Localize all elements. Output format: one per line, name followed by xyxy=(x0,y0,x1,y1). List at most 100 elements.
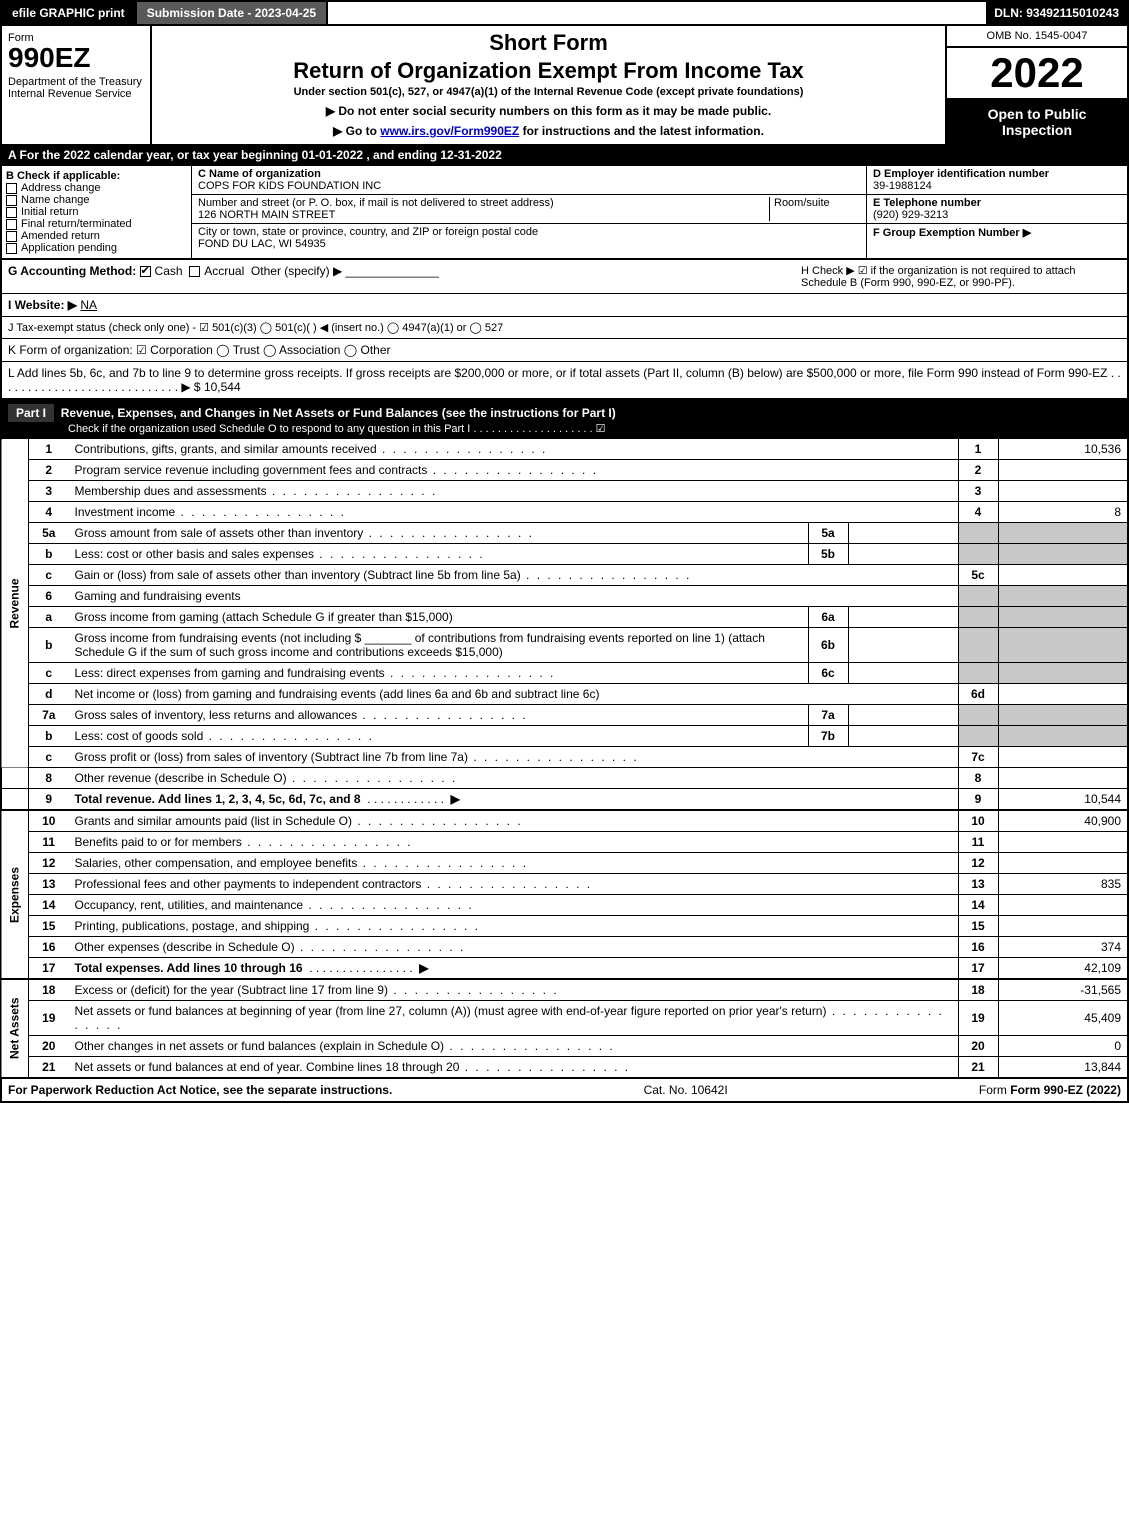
row-h: H Check ▶ ☑ if the organization is not r… xyxy=(801,264,1121,289)
line-18: Net Assets 18 Excess or (deficit) for th… xyxy=(1,979,1128,1001)
city-value: FOND DU LAC, WI 54935 xyxy=(198,238,326,250)
line-1: Revenue 1 Contributions, gifts, grants, … xyxy=(1,439,1128,460)
chk-accrual[interactable] xyxy=(189,266,200,277)
form-header: Form 990EZ Department of the Treasury In… xyxy=(0,24,1129,146)
tax-year: 2022 xyxy=(947,48,1127,100)
chk-amended-return[interactable]: Amended return xyxy=(6,230,187,242)
row-l-value: 10,544 xyxy=(204,380,241,394)
phone-label: E Telephone number xyxy=(873,197,981,209)
phone-row: E Telephone number (920) 929-3213 xyxy=(867,195,1127,224)
phone-value: (920) 929-3213 xyxy=(873,209,948,221)
city-row: City or town, state or province, country… xyxy=(192,224,866,252)
line-6a: a Gross income from gaming (attach Sched… xyxy=(1,607,1128,628)
chk-name-change[interactable]: Name change xyxy=(6,194,187,206)
chk-application-pending[interactable]: Application pending xyxy=(6,242,187,254)
line-7a: 7a Gross sales of inventory, less return… xyxy=(1,705,1128,726)
row-g: G Accounting Method: Cash Accrual Other … xyxy=(8,264,439,289)
website-label: I Website: ▶ xyxy=(8,298,77,312)
footer-left: For Paperwork Reduction Act Notice, see … xyxy=(8,1083,392,1097)
line-3: 3 Membership dues and assessments 3 xyxy=(1,481,1128,502)
part-i-header: Part I Revenue, Expenses, and Changes in… xyxy=(0,400,1129,439)
line-6: 6 Gaming and fundraising events xyxy=(1,586,1128,607)
website-value: NA xyxy=(80,298,97,312)
line-7c: c Gross profit or (loss) from sales of i… xyxy=(1,747,1128,768)
group-exemption-row: F Group Exemption Number ▶ xyxy=(867,224,1127,241)
header-middle: Short Form Return of Organization Exempt… xyxy=(152,26,947,144)
line-21: 21 Net assets or fund balances at end of… xyxy=(1,1057,1128,1079)
side-revenue: Revenue xyxy=(1,439,29,768)
line-20: 20 Other changes in net assets or fund b… xyxy=(1,1036,1128,1057)
line-12: 12 Salaries, other compensation, and emp… xyxy=(1,853,1128,874)
form-subtitle: Under section 501(c), 527, or 4947(a)(1)… xyxy=(156,86,941,98)
room-suite-label: Room/suite xyxy=(770,197,860,221)
form-title: Return of Organization Exempt From Incom… xyxy=(156,58,941,84)
row-g-h: G Accounting Method: Cash Accrual Other … xyxy=(0,260,1129,294)
irs-link[interactable]: www.irs.gov/Form990EZ xyxy=(380,124,519,138)
line-5b: b Less: cost or other basis and sales ex… xyxy=(1,544,1128,565)
line-15: 15 Printing, publications, postage, and … xyxy=(1,916,1128,937)
header-right: OMB No. 1545-0047 2022 Open to Public In… xyxy=(947,26,1127,144)
row-k: K Form of organization: ☑ Corporation ◯ … xyxy=(0,339,1129,362)
part-i-check: Check if the organization used Schedule … xyxy=(8,422,1121,435)
chk-address-change[interactable]: Address change xyxy=(6,182,187,194)
efile-print-button[interactable]: efile GRAPHIC print xyxy=(2,2,137,24)
city-label: City or town, state or province, country… xyxy=(198,226,538,238)
line-10: Expenses 10 Grants and similar amounts p… xyxy=(1,810,1128,832)
chk-cash[interactable] xyxy=(140,266,151,277)
line-14: 14 Occupancy, rent, utilities, and maint… xyxy=(1,895,1128,916)
row-a-tax-year: A For the 2022 calendar year, or tax yea… xyxy=(0,146,1129,166)
part-i-label: Part I xyxy=(8,404,54,422)
top-bar-left: efile GRAPHIC print Submission Date - 20… xyxy=(2,2,328,24)
ein-label: D Employer identification number xyxy=(873,168,1049,180)
row-l-text: L Add lines 5b, 6c, and 7b to line 9 to … xyxy=(8,366,1121,394)
line-6d: d Net income or (loss) from gaming and f… xyxy=(1,684,1128,705)
block-b-c-def: B Check if applicable: Address change Na… xyxy=(0,166,1129,260)
line-5a: 5a Gross amount from sale of assets othe… xyxy=(1,523,1128,544)
org-name-label: C Name of organization xyxy=(198,168,321,180)
form-number: 990EZ xyxy=(8,44,144,72)
line-11: 11 Benefits paid to or for members 11 xyxy=(1,832,1128,853)
page-footer: For Paperwork Reduction Act Notice, see … xyxy=(0,1079,1129,1103)
revenue-table: Revenue 1 Contributions, gifts, grants, … xyxy=(0,439,1129,1079)
line-6c: c Less: direct expenses from gaming and … xyxy=(1,663,1128,684)
line-7b: b Less: cost of goods sold 7b xyxy=(1,726,1128,747)
goto-post: for instructions and the latest informat… xyxy=(519,124,764,138)
col-b-header: B Check if applicable: xyxy=(6,170,187,182)
street-label: Number and street (or P. O. box, if mail… xyxy=(198,197,554,209)
column-b: B Check if applicable: Address change Na… xyxy=(2,166,192,258)
accounting-other: Other (specify) ▶ xyxy=(251,264,342,278)
line-6b: b Gross income from fundraising events (… xyxy=(1,628,1128,663)
top-bar: efile GRAPHIC print Submission Date - 20… xyxy=(0,0,1129,24)
omb-number: OMB No. 1545-0047 xyxy=(947,26,1127,48)
line-2: 2 Program service revenue including gove… xyxy=(1,460,1128,481)
header-left: Form 990EZ Department of the Treasury In… xyxy=(2,26,152,144)
line-9: 9 Total revenue. Add lines 1, 2, 3, 4, 5… xyxy=(1,789,1128,811)
chk-final-return[interactable]: Final return/terminated xyxy=(6,218,187,230)
column-def: D Employer identification number 39-1988… xyxy=(867,166,1127,258)
dln-value: DLN: 93492115010243 xyxy=(986,2,1127,24)
part-i-title: Revenue, Expenses, and Changes in Net As… xyxy=(61,406,616,420)
open-to-public: Open to Public Inspection xyxy=(947,100,1127,144)
line-19: 19 Net assets or fund balances at beginn… xyxy=(1,1001,1128,1036)
org-name-value: COPS FOR KIDS FOUNDATION INC xyxy=(198,180,381,192)
ssn-warning: ▶ Do not enter social security numbers o… xyxy=(156,104,941,118)
street-value: 126 NORTH MAIN STREET xyxy=(198,209,335,221)
group-exemption-label: F Group Exemption Number ▶ xyxy=(873,227,1031,239)
line-13: 13 Professional fees and other payments … xyxy=(1,874,1128,895)
submission-date: Submission Date - 2023-04-25 xyxy=(137,2,328,24)
line-17: 17 Total expenses. Add lines 10 through … xyxy=(1,958,1128,980)
footer-cat-no: Cat. No. 10642I xyxy=(644,1083,728,1097)
ein-row: D Employer identification number 39-1988… xyxy=(867,166,1127,195)
ein-value: 39-1988124 xyxy=(873,180,932,192)
row-i: I Website: ▶ NA xyxy=(0,294,1129,317)
chk-initial-return[interactable]: Initial return xyxy=(6,206,187,218)
column-c: C Name of organization COPS FOR KIDS FOU… xyxy=(192,166,867,258)
org-name-row: C Name of organization COPS FOR KIDS FOU… xyxy=(192,166,866,195)
side-net-assets: Net Assets xyxy=(1,979,29,1078)
line-8: 8 Other revenue (describe in Schedule O)… xyxy=(1,768,1128,789)
line-4: 4 Investment income 4 8 xyxy=(1,502,1128,523)
accounting-method-label: G Accounting Method: xyxy=(8,264,136,278)
row-l: L Add lines 5b, 6c, and 7b to line 9 to … xyxy=(0,362,1129,400)
line-16: 16 Other expenses (describe in Schedule … xyxy=(1,937,1128,958)
line-5c: c Gain or (loss) from sale of assets oth… xyxy=(1,565,1128,586)
